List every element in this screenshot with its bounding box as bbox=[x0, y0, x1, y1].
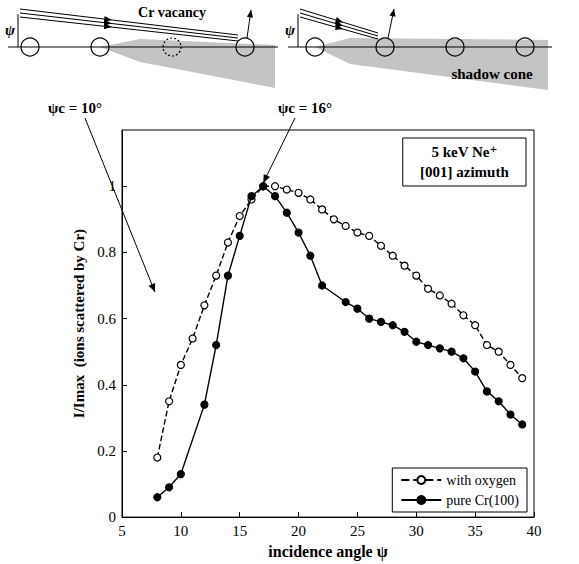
svg-text:40: 40 bbox=[527, 523, 542, 539]
svg-text:30: 30 bbox=[409, 523, 424, 539]
svg-text:35: 35 bbox=[468, 523, 483, 539]
svg-text:10: 10 bbox=[173, 523, 188, 539]
svg-text:5 keV Ne⁺: 5 keV Ne⁺ bbox=[431, 144, 497, 160]
svg-text:15: 15 bbox=[232, 523, 247, 539]
svg-text:20: 20 bbox=[291, 523, 306, 539]
svg-text:[001] azimuth: [001] azimuth bbox=[420, 164, 509, 180]
svg-text:ψ: ψ bbox=[285, 22, 296, 38]
svg-text:1: 1 bbox=[108, 178, 116, 195]
svg-text:0.4: 0.4 bbox=[97, 377, 116, 393]
svg-text:ψc = 16°: ψc = 16° bbox=[278, 100, 332, 116]
svg-text:pure Cr(100): pure Cr(100) bbox=[446, 493, 519, 509]
svg-text:5: 5 bbox=[118, 523, 126, 539]
svg-text:0.8: 0.8 bbox=[97, 244, 116, 260]
svg-text:Cr vacancy: Cr vacancy bbox=[138, 5, 206, 20]
svg-text:shadow cone: shadow cone bbox=[451, 66, 533, 82]
svg-text:25: 25 bbox=[350, 523, 365, 539]
svg-text:ψ: ψ bbox=[5, 22, 16, 38]
svg-text:0.6: 0.6 bbox=[97, 311, 116, 327]
svg-text:ψc = 10°: ψc = 10° bbox=[48, 100, 102, 116]
svg-text:I/Imax (ions scattered by Cr): I/Imax (ions scattered by Cr) bbox=[71, 229, 88, 418]
svg-text:with oxygen: with oxygen bbox=[446, 473, 516, 488]
svg-text:0: 0 bbox=[109, 509, 117, 525]
svg-text:0.2: 0.2 bbox=[97, 443, 116, 459]
svg-text:incidence angle ψ: incidence angle ψ bbox=[268, 543, 387, 561]
